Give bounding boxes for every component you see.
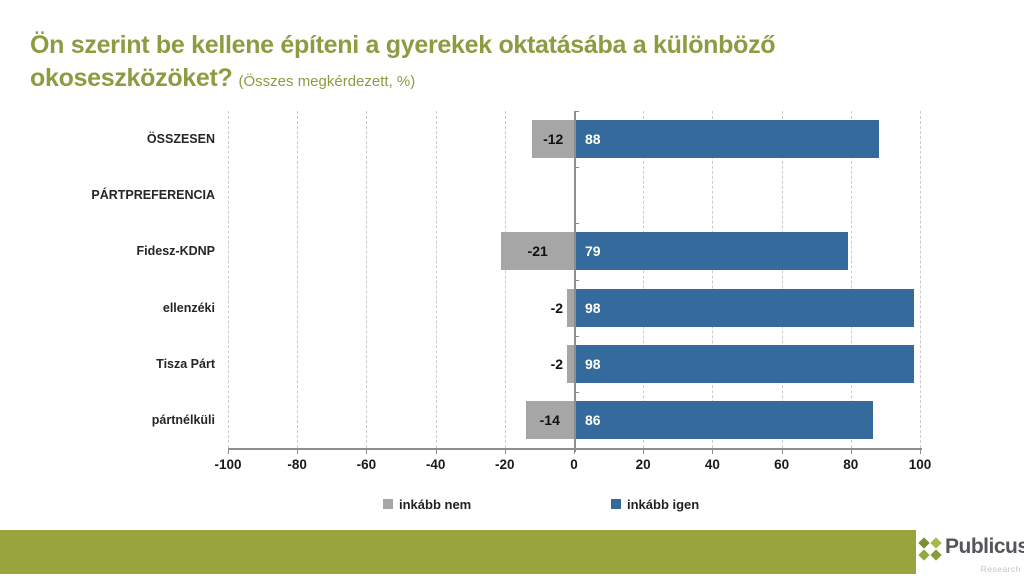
zero-axis-tick bbox=[574, 391, 579, 393]
value-label-negative: -21 bbox=[527, 243, 548, 260]
x-axis-tick bbox=[850, 450, 852, 454]
x-axis-tick bbox=[920, 450, 921, 454]
x-axis-tick bbox=[574, 450, 575, 454]
zero-axis-tick bbox=[574, 111, 579, 112]
value-label-positive: 98 bbox=[585, 355, 601, 372]
category-label: Tisza Párt bbox=[156, 356, 215, 371]
gridline bbox=[781, 111, 783, 448]
bar-negative bbox=[567, 288, 574, 327]
gridline bbox=[435, 111, 437, 448]
gridline bbox=[297, 111, 299, 448]
logo-subtitle: Research bbox=[980, 564, 1021, 574]
x-axis-label: -80 bbox=[287, 457, 307, 472]
bar-negative bbox=[525, 400, 574, 439]
legend-label: inkább nem bbox=[399, 496, 472, 512]
gridline bbox=[228, 111, 229, 448]
logo-diamond-icon bbox=[930, 549, 942, 561]
value-label-negative: -14 bbox=[539, 411, 560, 428]
x-axis-label: -20 bbox=[495, 457, 515, 472]
chart-title-line1: Ön szerint be kellene építeni a gyerekek… bbox=[30, 30, 776, 59]
logo-diamond-icon bbox=[918, 549, 930, 561]
chart-title: Ön szerint be kellene építeni a gyerekek… bbox=[30, 29, 980, 98]
zero-axis-tick bbox=[574, 279, 579, 281]
bar-negative bbox=[501, 232, 574, 271]
bar-positive bbox=[575, 344, 915, 383]
x-axis-label: -60 bbox=[356, 457, 377, 472]
x-axis-tick bbox=[781, 450, 783, 454]
gridline bbox=[850, 111, 852, 448]
footer-band bbox=[0, 530, 916, 574]
bar-negative bbox=[567, 344, 574, 383]
chart-title-line2: okoseszközöket? bbox=[30, 63, 233, 92]
zero-axis-tick bbox=[574, 223, 579, 225]
gridline bbox=[366, 111, 368, 448]
x-axis-label: 100 bbox=[908, 457, 932, 472]
legend-swatch-icon bbox=[383, 499, 393, 509]
zero-axis bbox=[574, 111, 576, 452]
x-axis-label: 60 bbox=[774, 457, 790, 472]
value-label-negative: -2 bbox=[550, 355, 564, 372]
bar-negative bbox=[532, 120, 574, 159]
gridline bbox=[504, 111, 506, 448]
value-label-positive: 88 bbox=[585, 131, 601, 148]
value-label-positive: 98 bbox=[585, 299, 601, 316]
legend-label: inkább igen bbox=[627, 496, 700, 512]
value-label-negative: -12 bbox=[543, 131, 564, 148]
gridline bbox=[712, 111, 714, 448]
legend-item: inkább nem bbox=[383, 496, 471, 512]
category-label: ellenzéki bbox=[162, 300, 215, 315]
bar-positive bbox=[575, 120, 880, 159]
bar-positive bbox=[575, 232, 849, 271]
x-axis-label: 80 bbox=[843, 457, 859, 472]
x-axis-label: 0 bbox=[570, 457, 578, 472]
gridline bbox=[920, 111, 921, 448]
value-label-positive: 79 bbox=[585, 243, 601, 260]
chart-subtitle: (Összes megkérdezett, %) bbox=[238, 72, 416, 90]
zero-axis-tick bbox=[574, 167, 579, 169]
x-axis-tick bbox=[366, 450, 368, 454]
x-axis-label: -40 bbox=[425, 457, 446, 472]
legend-swatch-icon bbox=[611, 499, 621, 509]
x-axis-tick bbox=[297, 450, 299, 454]
x-axis-label: 20 bbox=[635, 457, 651, 472]
category-label: Fidesz-KDNP bbox=[136, 244, 215, 259]
x-axis-label: -100 bbox=[214, 457, 242, 472]
category-label: pártnélküli bbox=[151, 412, 215, 427]
x-axis-tick bbox=[504, 450, 506, 454]
bar-positive bbox=[575, 288, 915, 327]
category-label: ÖSSZESEN bbox=[146, 132, 215, 147]
logo-wordmark: Publicus bbox=[945, 535, 1024, 558]
logo-diamond-icon bbox=[930, 537, 942, 549]
value-label-negative: -2 bbox=[550, 299, 564, 316]
legend-item: inkább igen bbox=[611, 496, 699, 512]
value-label-positive: 86 bbox=[585, 411, 601, 428]
category-label: PÁRTPREFERENCIA bbox=[91, 188, 215, 203]
logo-diamond-icon bbox=[918, 537, 930, 549]
publicus-logo: Publicus Research bbox=[916, 528, 1024, 576]
zero-axis-tick bbox=[574, 335, 579, 337]
bar-positive bbox=[575, 400, 873, 439]
x-axis-tick bbox=[228, 450, 229, 454]
x-axis-tick bbox=[643, 450, 645, 454]
x-axis-label: 40 bbox=[704, 457, 720, 472]
gridline bbox=[643, 111, 645, 448]
x-axis-line bbox=[228, 448, 922, 450]
x-axis-tick bbox=[435, 450, 437, 454]
x-axis-tick bbox=[712, 450, 714, 454]
